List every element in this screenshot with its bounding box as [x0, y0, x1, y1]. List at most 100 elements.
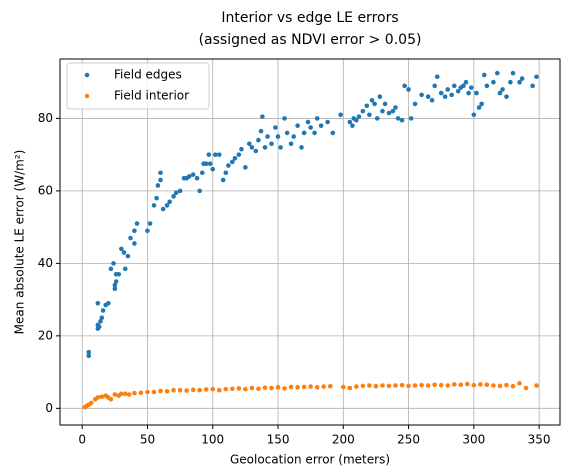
point	[154, 195, 159, 201]
point	[145, 389, 150, 395]
point	[474, 90, 479, 96]
point	[380, 383, 385, 388]
point	[213, 152, 218, 157]
point	[249, 145, 255, 150]
point	[318, 123, 324, 128]
point	[220, 177, 226, 183]
point	[275, 134, 281, 139]
point	[504, 382, 509, 388]
point	[308, 125, 313, 130]
point	[249, 385, 255, 391]
point	[517, 381, 522, 386]
point	[216, 387, 222, 393]
point	[395, 116, 401, 121]
point	[374, 116, 380, 121]
point	[275, 385, 281, 390]
x-tick-label: 150	[267, 433, 290, 447]
point	[243, 165, 248, 170]
point	[108, 266, 114, 272]
point	[390, 108, 396, 114]
point	[367, 112, 372, 118]
legend-box	[66, 62, 210, 110]
point	[113, 279, 119, 284]
point	[455, 88, 461, 94]
point	[246, 141, 252, 147]
point	[177, 387, 183, 393]
point	[451, 83, 457, 89]
point	[308, 384, 313, 389]
point	[98, 319, 103, 324]
point	[432, 382, 437, 388]
point	[305, 119, 311, 125]
point	[116, 271, 122, 277]
plot-frame	[59, 58, 561, 426]
point	[468, 85, 474, 90]
point	[112, 392, 118, 397]
point	[330, 130, 336, 136]
point	[299, 145, 304, 150]
point	[466, 90, 471, 96]
point	[406, 383, 411, 389]
y-axis-label: Mean absolute LE error (W/m²)	[13, 150, 27, 335]
point	[412, 383, 418, 388]
point	[134, 221, 140, 226]
point	[356, 114, 362, 119]
point	[100, 308, 106, 313]
point	[481, 72, 487, 78]
point	[438, 382, 444, 388]
point	[95, 300, 101, 306]
point	[471, 112, 477, 118]
y-tick-label: 80	[38, 111, 53, 125]
point	[226, 163, 231, 168]
point	[86, 353, 92, 359]
point	[476, 105, 482, 110]
point	[412, 101, 418, 107]
point	[471, 382, 477, 388]
x-tick-label: 100	[201, 433, 224, 447]
point	[495, 70, 500, 76]
point	[295, 385, 300, 390]
point	[479, 101, 484, 107]
legend-marker	[84, 72, 90, 78]
point	[256, 386, 261, 392]
point	[510, 70, 516, 76]
point	[340, 384, 346, 390]
point	[210, 386, 216, 392]
point	[111, 261, 116, 266]
point	[484, 382, 490, 388]
point	[203, 161, 209, 167]
point	[449, 92, 454, 98]
point	[190, 172, 196, 177]
point	[425, 94, 431, 99]
point	[295, 123, 300, 128]
point	[262, 385, 268, 390]
point	[288, 384, 294, 390]
point	[89, 400, 94, 406]
point	[112, 282, 118, 288]
point	[151, 389, 157, 395]
point	[380, 108, 385, 114]
legend-label: Field edges	[114, 68, 182, 82]
point	[147, 221, 153, 226]
point	[99, 394, 105, 400]
point	[282, 116, 287, 121]
point	[86, 349, 92, 355]
point	[284, 130, 290, 136]
point	[478, 382, 483, 387]
point	[253, 148, 259, 154]
point	[377, 94, 383, 99]
point	[265, 134, 270, 139]
chart-subtitle: (assigned as NDVI error > 0.05)	[199, 32, 422, 48]
x-tick-label: 50	[140, 433, 155, 447]
point	[223, 170, 229, 176]
point	[406, 87, 411, 92]
point	[203, 387, 209, 392]
point	[402, 83, 407, 89]
point	[500, 87, 505, 92]
point	[314, 116, 320, 121]
point	[382, 101, 388, 107]
point	[519, 76, 525, 81]
point	[354, 384, 359, 389]
x-tick-label: 200	[332, 433, 355, 447]
